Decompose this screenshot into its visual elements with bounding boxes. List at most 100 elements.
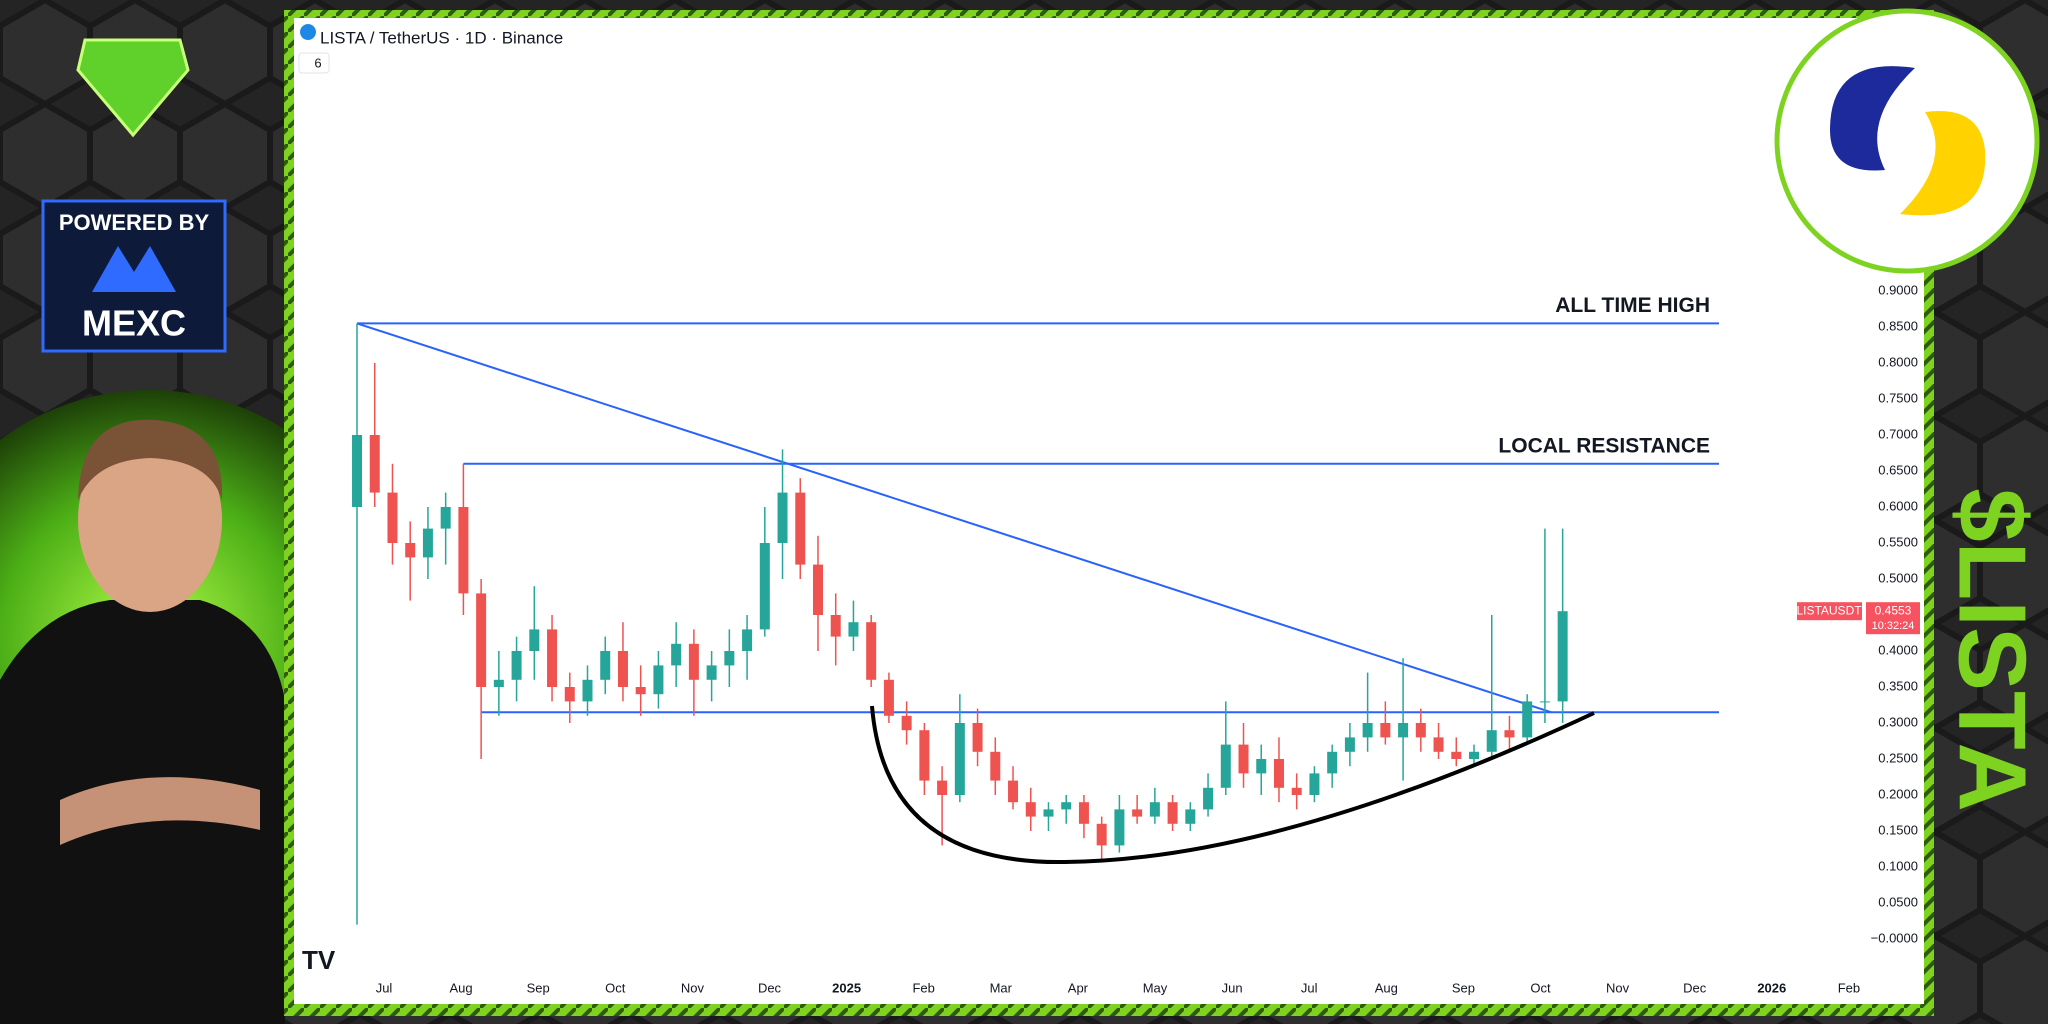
candle-body (1398, 723, 1409, 738)
candle-body (405, 543, 416, 558)
candle-body (1238, 744, 1249, 774)
candle-body (812, 564, 823, 615)
x-tick-label: Aug (450, 980, 473, 995)
cup-curve (870, 705, 1595, 865)
candle-body (706, 665, 717, 680)
y-tick-label: 0.5500 (1878, 534, 1918, 549)
candle-body (901, 715, 912, 731)
candle-body (635, 687, 646, 695)
x-tick-label: 2025 (832, 980, 861, 995)
chart-title: LISTA / TetherUS · 1D · Binance (320, 28, 563, 47)
plot: −0.0000 0.0500 0.1000 0.1500 0.2000 0.2500 0.3… (352, 282, 1920, 995)
candle-body (422, 528, 433, 558)
y-tick-label: 0.1000 (1878, 858, 1918, 873)
candle-body (1043, 809, 1054, 817)
y-tick-label: −0.0000 (1871, 930, 1918, 945)
candle-body (440, 507, 451, 529)
x-tick-label: Sep (527, 980, 550, 995)
indicator-toggle[interactable] (298, 52, 330, 74)
candle-body (1149, 802, 1160, 817)
y-tick-label: 0.2500 (1878, 750, 1918, 765)
x-tick-label: May (1143, 980, 1168, 995)
y-tick-label: 0.2000 (1878, 786, 1918, 801)
candle-body (458, 507, 469, 594)
candle-body (1486, 730, 1497, 752)
candle-body (1025, 802, 1036, 817)
symbol-tag-bg (1797, 602, 1862, 621)
y-tick-label: 0.1500 (1878, 822, 1918, 837)
candle-body (511, 651, 522, 680)
y-tick-label: 0.3500 (1878, 678, 1918, 693)
y-tick-label: 0.6000 (1878, 498, 1918, 513)
candle-body (1203, 787, 1214, 810)
sponsor-logo (92, 246, 176, 292)
candle-body (795, 492, 806, 565)
candle-body (919, 730, 930, 781)
level-label: ALL TIME HIGH (1555, 294, 1710, 317)
candle-body (1522, 701, 1533, 738)
candle-body (777, 492, 788, 543)
candle-body (1344, 737, 1355, 752)
candle-body (1309, 773, 1320, 795)
candle-body (848, 622, 859, 637)
sponsor-name: MEXC (82, 303, 186, 344)
y-tick-label: 0.8500 (1878, 318, 1918, 333)
candle-body (476, 593, 487, 687)
token-logo (1774, 8, 2040, 274)
candle-body (352, 435, 363, 507)
candle-body (1114, 809, 1125, 846)
x-tick-label: Dec (758, 980, 782, 995)
candle-body (671, 643, 682, 666)
candle-body (990, 751, 1001, 781)
candle-body (600, 651, 611, 680)
y-tick-label: 0.6500 (1878, 462, 1918, 477)
candle-body (1008, 780, 1019, 803)
token-logo-blue (1830, 66, 1915, 171)
candle-body (493, 679, 504, 687)
candle-body (742, 629, 753, 651)
candle-body (1469, 751, 1480, 759)
candle-body (1504, 730, 1515, 738)
candle-body (1078, 802, 1089, 824)
x-tick-label: Jun (1222, 980, 1243, 995)
candle-body (1380, 723, 1391, 738)
candle-body (1167, 802, 1178, 824)
price-tag-bg (1866, 602, 1920, 635)
y-tick-label: 0.7500 (1878, 390, 1918, 405)
candle-body (1415, 723, 1426, 738)
y-tick-label: 0.8000 (1878, 354, 1918, 369)
y-tick-label: 0.7000 (1878, 426, 1918, 441)
candle-body (1273, 759, 1284, 788)
candle-body (937, 780, 948, 795)
candle-body (972, 723, 983, 752)
candle-body (954, 723, 965, 795)
candle-body (564, 687, 575, 702)
y-tick-label: 0.0500 (1878, 894, 1918, 909)
x-tick-label: Oct (605, 980, 626, 995)
candle-body (1220, 744, 1231, 788)
ticker-banner: $LISTA (1939, 488, 2046, 812)
candle-body (1539, 701, 1550, 703)
y-tick-label: 0.5000 (1878, 570, 1918, 585)
candle-body (1291, 787, 1302, 795)
candle-body (1451, 751, 1462, 759)
candle-body (617, 651, 628, 687)
candle-body (1362, 723, 1373, 738)
trendline (356, 322, 1552, 714)
candle-body (529, 629, 540, 651)
candle-body (688, 643, 699, 680)
x-tick-label: Dec (1683, 980, 1707, 995)
candle-body (830, 615, 841, 637)
x-tick-label: Mar (990, 980, 1013, 995)
candle-body (866, 622, 877, 680)
x-tick-label: Jul (376, 980, 393, 995)
candle-body (369, 435, 380, 493)
sponsor-caption: POWERED BY (59, 210, 210, 235)
candle-body (1433, 737, 1444, 752)
y-tick-label: 0.4000 (1878, 642, 1918, 657)
x-tick-label: Nov (681, 980, 705, 995)
x-tick-label: 2026 (1757, 980, 1786, 995)
x-tick-label: Feb (1838, 980, 1860, 995)
